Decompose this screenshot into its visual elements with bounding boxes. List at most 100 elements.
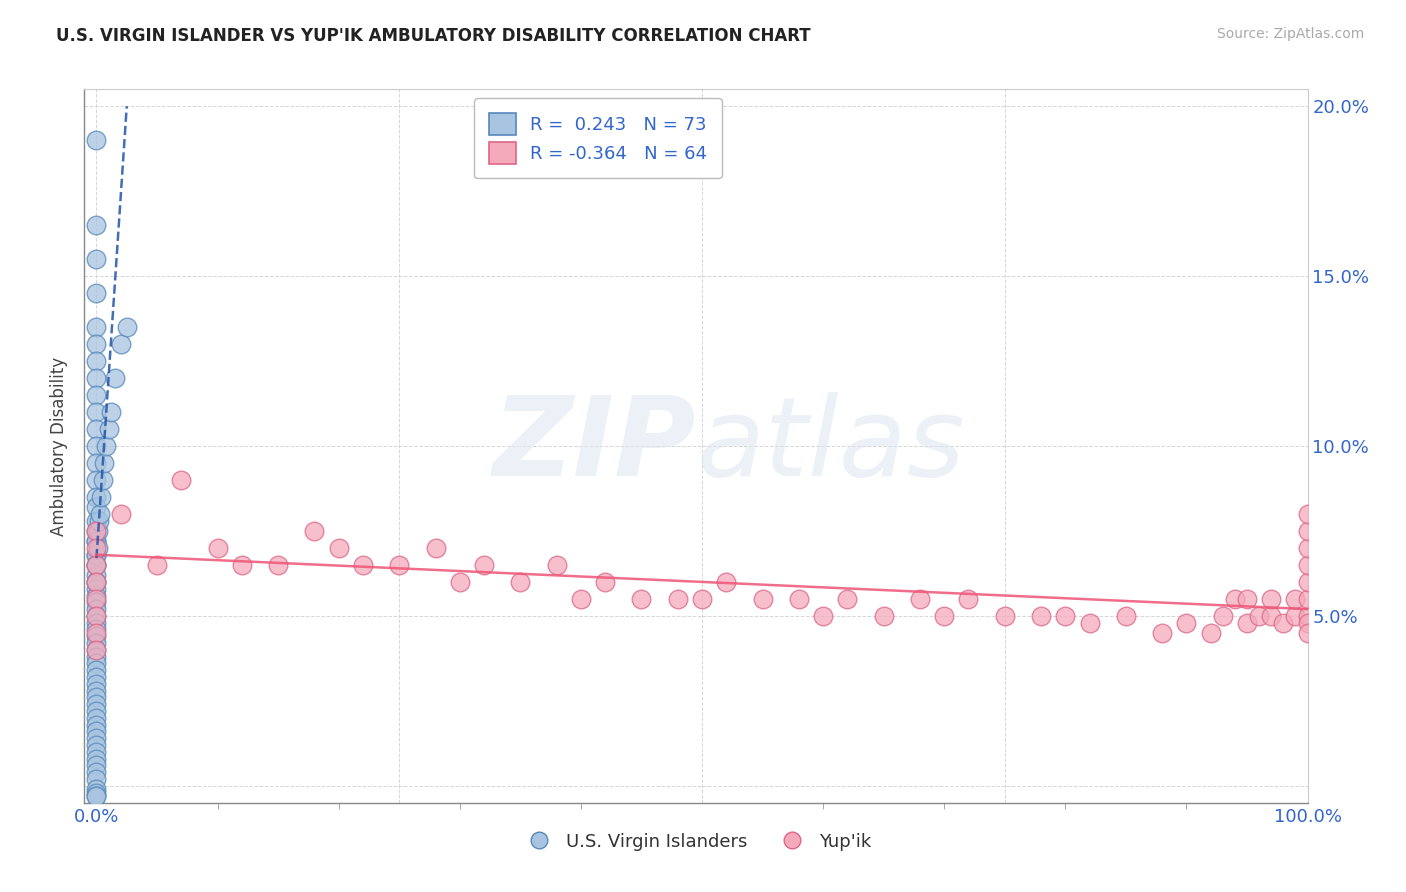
Point — [146, 558, 169, 572]
Point — [425, 541, 447, 555]
Point — [1029, 608, 1052, 623]
Point — [86, 649, 108, 664]
Point — [1296, 608, 1319, 623]
Point — [86, 677, 108, 691]
Point — [86, 524, 108, 538]
Text: atlas: atlas — [696, 392, 965, 500]
Point — [86, 629, 108, 643]
Point — [86, 548, 108, 562]
Point — [86, 608, 108, 623]
Legend: U.S. Virgin Islanders, Yup'ik: U.S. Virgin Islanders, Yup'ik — [513, 826, 879, 858]
Point — [86, 524, 108, 538]
Point — [388, 558, 411, 572]
Point — [86, 663, 108, 677]
Point — [86, 690, 108, 705]
Point — [1175, 615, 1198, 630]
Point — [86, 782, 108, 797]
Point — [86, 534, 108, 549]
Point — [86, 591, 108, 606]
Point — [100, 405, 122, 419]
Point — [86, 602, 108, 616]
Point — [86, 524, 108, 538]
Point — [86, 574, 108, 589]
Point — [86, 541, 108, 555]
Point — [994, 608, 1017, 623]
Point — [86, 765, 108, 780]
Point — [96, 439, 118, 453]
Point — [115, 320, 138, 334]
Point — [1296, 524, 1319, 538]
Text: ZIP: ZIP — [492, 392, 696, 500]
Point — [86, 558, 108, 572]
Point — [90, 490, 112, 504]
Point — [1296, 558, 1319, 572]
Point — [86, 717, 108, 731]
Point — [1054, 608, 1077, 623]
Point — [86, 405, 108, 419]
Point — [86, 758, 108, 772]
Point — [86, 500, 108, 515]
Point — [86, 789, 108, 803]
Point — [352, 558, 374, 572]
Point — [690, 591, 713, 606]
Point — [304, 524, 326, 538]
Point — [1152, 626, 1174, 640]
Point — [787, 591, 810, 606]
Point — [86, 574, 108, 589]
Point — [86, 422, 108, 436]
Point — [86, 337, 108, 351]
Point — [86, 558, 108, 572]
Point — [593, 574, 616, 589]
Point — [1296, 574, 1319, 589]
Point — [811, 608, 834, 623]
Point — [86, 789, 108, 803]
Point — [716, 574, 738, 589]
Point — [86, 133, 108, 147]
Point — [86, 252, 108, 266]
Point — [207, 541, 229, 555]
Point — [86, 615, 108, 630]
Text: Source: ZipAtlas.com: Source: ZipAtlas.com — [1216, 27, 1364, 41]
Point — [231, 558, 253, 572]
Point — [86, 626, 108, 640]
Text: U.S. VIRGIN ISLANDER VS YUP'IK AMBULATORY DISABILITY CORRELATION CHART: U.S. VIRGIN ISLANDER VS YUP'IK AMBULATOR… — [56, 27, 811, 45]
Point — [87, 514, 110, 528]
Point — [104, 371, 127, 385]
Point — [86, 751, 108, 765]
Point — [873, 608, 896, 623]
Point — [86, 745, 108, 759]
Point — [86, 388, 108, 402]
Y-axis label: Ambulatory Disability: Ambulatory Disability — [51, 357, 69, 535]
Point — [86, 548, 108, 562]
Point — [86, 683, 108, 698]
Point — [86, 558, 108, 572]
Point — [86, 643, 108, 657]
Point — [86, 218, 108, 232]
Point — [1296, 615, 1319, 630]
Point — [86, 724, 108, 739]
Point — [1260, 591, 1282, 606]
Point — [86, 786, 108, 800]
Point — [86, 574, 108, 589]
Point — [546, 558, 568, 572]
Point — [1296, 591, 1319, 606]
Point — [97, 422, 120, 436]
Point — [86, 371, 108, 385]
Point — [86, 473, 108, 487]
Point — [86, 568, 108, 582]
Point — [86, 286, 108, 301]
Point — [1272, 615, 1295, 630]
Point — [86, 582, 108, 596]
Point — [267, 558, 290, 572]
Point — [86, 623, 108, 637]
Point — [93, 456, 115, 470]
Point — [1296, 507, 1319, 521]
Point — [908, 591, 931, 606]
Point — [86, 643, 108, 657]
Point — [1223, 591, 1246, 606]
Point — [957, 591, 980, 606]
Point — [630, 591, 652, 606]
Point — [86, 698, 108, 712]
Point — [1296, 626, 1319, 640]
Point — [837, 591, 859, 606]
